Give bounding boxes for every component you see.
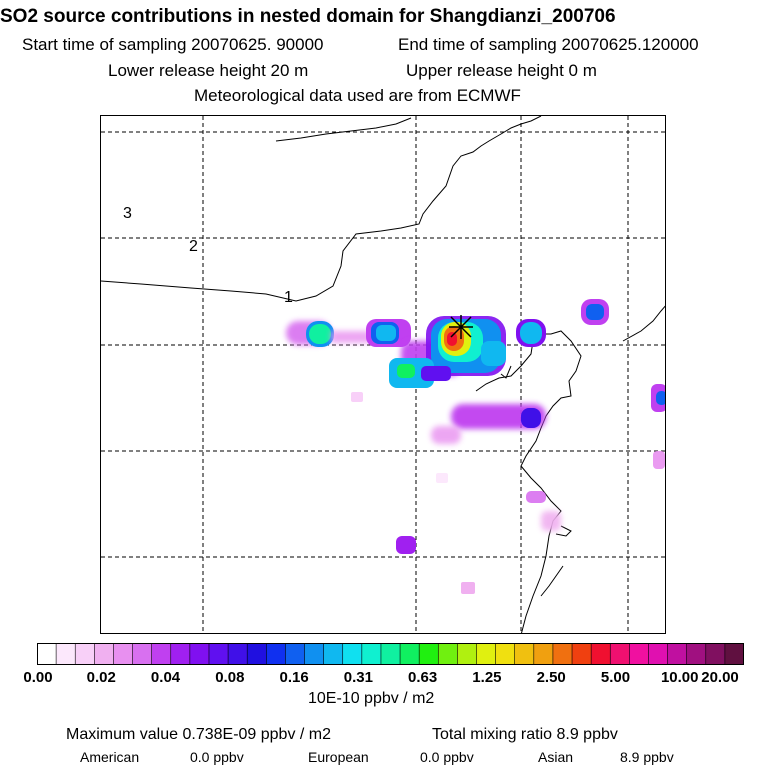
colorbar-tick-label: 0.08 [215, 669, 245, 686]
colorbar-tick-label: 0.02 [86, 669, 116, 686]
colorbar-segment [113, 643, 134, 665]
colorbar-segment [686, 643, 707, 665]
upper-release-label: Upper release height 0 m [406, 61, 597, 80]
map-plot-area: 3 2 1 [100, 115, 666, 634]
colorbar-segment [590, 643, 612, 665]
colorbar-segment [380, 643, 401, 665]
colorbar-segment [533, 643, 554, 665]
zone-label-2: 2 [189, 238, 198, 255]
colorbar-tick-label: 2.50 [536, 669, 566, 686]
receptor-cross-icon [449, 315, 473, 339]
end-time-label: End time of sampling 20070625.120000 [398, 35, 699, 54]
colorbar [37, 643, 744, 665]
zone-label-1: 1 [284, 289, 293, 306]
colorbar-segment [705, 643, 726, 665]
colorbar-segment [457, 643, 478, 665]
concentration-field [286, 299, 665, 594]
colorbar-segment [37, 643, 57, 665]
colorbar-segment [361, 643, 382, 665]
colorbar-segment [667, 643, 688, 665]
colorbar-segment [476, 643, 497, 665]
american-label: American [80, 749, 140, 765]
colorbar-tick-label: 0.00 [23, 669, 53, 686]
colorbar-unit: 10E-10 ppbv / m2 [308, 690, 435, 707]
colorbar-segment [552, 643, 573, 665]
colorbar-segment [609, 643, 631, 665]
colorbar-tick-label: 0.04 [150, 669, 181, 686]
total-mixing-ratio: Total mixing ratio 8.9 ppbv [432, 726, 618, 743]
asian-label: Asian [538, 749, 574, 765]
colorbar-segment [495, 643, 516, 665]
start-time-label: Start time of sampling 20070625. 90000 [22, 35, 324, 54]
lat-lon-grid [101, 116, 665, 633]
american-value: 0.0 ppbv [190, 749, 244, 765]
european-label: European [308, 749, 369, 765]
colorbar-segment [227, 643, 248, 665]
colorbar-segment [304, 643, 325, 665]
colorbar-segment [74, 643, 96, 665]
lower-release-label: Lower release height 20 m [108, 61, 309, 80]
colorbar-tick-label: 0.31 [343, 669, 373, 686]
asian-value: 8.9 ppbv [620, 749, 674, 765]
colorbar-segment [342, 643, 363, 665]
colorbar-segment [132, 643, 153, 665]
colorbar-segment [437, 643, 459, 665]
colorbar-tick-label: 0.63 [408, 669, 438, 686]
colorbar-segment [514, 643, 535, 665]
colorbar-tick-label: 0.16 [279, 669, 309, 686]
colorbar-segment [94, 643, 115, 665]
colorbar-tick-label: 1.25 [472, 669, 502, 686]
colorbar-tick-label: 10.00 [660, 669, 699, 686]
map-svg: 3 2 1 [101, 116, 665, 633]
colorbar-segment [323, 643, 344, 665]
zone-contours [101, 116, 665, 342]
colorbar-segment [55, 643, 77, 665]
colorbar-segment [151, 643, 172, 665]
colorbar-segment [571, 643, 592, 665]
colorbar-segment [208, 643, 229, 665]
zone-label-3: 3 [123, 205, 132, 222]
colorbar-segment [418, 643, 440, 665]
colorbar-segment [246, 643, 268, 665]
maximum-value: Maximum value 0.738E-09 ppbv / m2 [66, 726, 332, 743]
european-value: 0.0 ppbv [420, 749, 474, 765]
colorbar-segment [189, 643, 210, 665]
colorbar-border [37, 643, 744, 665]
colorbar-segment [170, 643, 191, 665]
colorbar-tick-label: 5.00 [600, 669, 631, 686]
colorbar-segment [285, 643, 306, 665]
colorbar-segment [629, 643, 650, 665]
colorbar-tick-label: 20.00 [701, 669, 739, 686]
met-data-label: Meteorological data used are from ECMWF [194, 86, 521, 105]
coastline [475, 330, 582, 633]
map-title: SO2 source contributions in nested domai… [0, 6, 616, 27]
colorbar-segment [724, 643, 744, 665]
colorbar-segment [399, 643, 420, 665]
colorbar-segment [266, 643, 287, 665]
colorbar-segment [648, 643, 669, 665]
